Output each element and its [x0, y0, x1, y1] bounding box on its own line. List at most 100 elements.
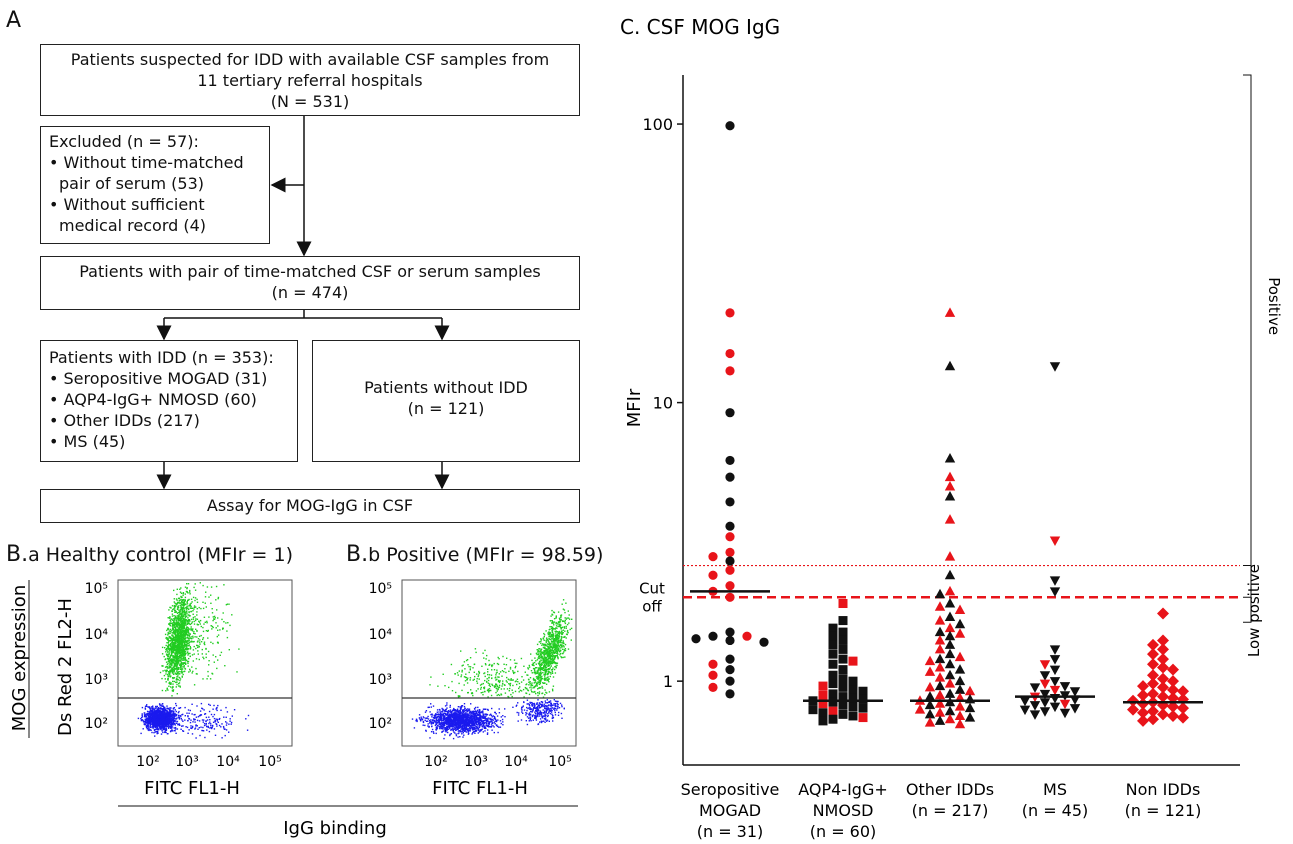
- flow-event-dot: [447, 711, 449, 713]
- flow-event-dot: [182, 617, 185, 620]
- flow-event-dot: [450, 733, 452, 735]
- flow-event-dot: [182, 592, 184, 595]
- flow-event-dot: [158, 711, 160, 714]
- flow-event-dot: [196, 644, 198, 647]
- flow-event-dot: [194, 728, 196, 730]
- flow-event-dot: [196, 618, 199, 620]
- flow-event-dot: [447, 716, 449, 718]
- flow-event-dot: [140, 719, 143, 722]
- flow-event-dot: [187, 715, 189, 718]
- flow-event-dot: [424, 711, 427, 713]
- flow-event-dot: [174, 668, 176, 670]
- flow-event-dot: [491, 722, 493, 724]
- flow-event-dot: [173, 618, 175, 620]
- flow-event-dot: [482, 716, 484, 718]
- flow-event-dot: [177, 607, 179, 609]
- flow-event-dot: [425, 720, 428, 722]
- flow-event-dot: [436, 713, 438, 716]
- flow-event-dot: [195, 724, 197, 726]
- flow-event-dot: [159, 715, 161, 717]
- flow-event-dot: [176, 650, 179, 653]
- flow-event-dot: [545, 656, 548, 659]
- flow-event-dot: [186, 647, 188, 649]
- flow-event-dot: [181, 675, 183, 677]
- flow-event-dot: [458, 716, 460, 718]
- flow-event-dot: [162, 725, 165, 727]
- flow-event-dot: [181, 610, 184, 612]
- flow-event-dot: [468, 718, 470, 721]
- flow-event-dot: [479, 719, 481, 722]
- flow-event-dot: [182, 627, 185, 629]
- flow-event-dot: [171, 649, 173, 652]
- flow-event-dot: [187, 648, 190, 650]
- flow-event-dot: [449, 710, 451, 712]
- flow-event-dot: [181, 623, 184, 626]
- flow-event-dot: [457, 726, 459, 728]
- flow-event-dot: [168, 685, 170, 687]
- flow-event-dot: [193, 719, 195, 721]
- flow-event-dot: [453, 713, 455, 716]
- flow-event-dot: [502, 715, 504, 717]
- flow-event-dot: [471, 718, 473, 720]
- flow-event-dot: [441, 720, 443, 722]
- flow-event-dot: [432, 705, 435, 707]
- flow-event-dot: [477, 719, 480, 721]
- flow-event-dot: [477, 728, 479, 730]
- flow-event-dot: [177, 675, 179, 677]
- flow-event-dot: [459, 727, 461, 729]
- flow-event-dot: [448, 721, 451, 723]
- flow-event-dot: [188, 637, 190, 639]
- flow-event-dot: [191, 641, 193, 643]
- flow-event-dot: [193, 718, 195, 720]
- flow-event-dot: [176, 647, 178, 650]
- flow-event-dot: [186, 640, 188, 642]
- flow-event-dot: [552, 611, 555, 613]
- flow-event-dot: [170, 666, 172, 669]
- flow-event-dot: [176, 657, 179, 660]
- flow-event-dot: [154, 712, 156, 714]
- flow-event-dot: [195, 716, 198, 718]
- flow-event-dot: [144, 722, 146, 724]
- flow-event-dot: [179, 646, 181, 648]
- flow-event-dot: [145, 714, 147, 716]
- flow-event-dot: [460, 712, 462, 715]
- flow-event-dot: [497, 725, 499, 728]
- flow-event-dot: [179, 634, 182, 637]
- flow-event-dot: [150, 714, 152, 716]
- flow-event-dot: [170, 620, 172, 622]
- flow-event-dot: [444, 710, 446, 713]
- flow-event-dot: [181, 668, 184, 670]
- flow-event-dot: [185, 627, 188, 630]
- flow-event-dot: [182, 604, 184, 606]
- y-axis-outer-label: MOG expression: [9, 585, 30, 731]
- flow-event-dot: [209, 719, 211, 721]
- flow-event-dot: [460, 729, 462, 731]
- flow-event-dot: [178, 647, 180, 650]
- flow-event-dot: [181, 640, 183, 643]
- flow-event-dot: [445, 720, 447, 722]
- flow-event-dot: [472, 726, 474, 729]
- flow-event-dot: [181, 653, 183, 656]
- flow-event-dot: [178, 656, 181, 658]
- flow-event-dot: [467, 725, 470, 727]
- flow-event-dot: [152, 714, 154, 716]
- flow-event-dot: [178, 636, 181, 638]
- flow-event-dot: [453, 708, 455, 710]
- flow-event-dot: [172, 686, 174, 689]
- flow-event-dot: [179, 588, 181, 590]
- flow-event-dot: [149, 717, 151, 719]
- flow-event-dot: [416, 719, 418, 721]
- flow-event-dot: [472, 716, 475, 718]
- flow-event-dot: [182, 627, 184, 629]
- flow-event-dot: [456, 722, 458, 724]
- flow-event-dot: [171, 622, 173, 625]
- flow-event-dot: [177, 635, 179, 637]
- flow-event-dot: [476, 717, 478, 719]
- flow-event-dot: [168, 617, 171, 619]
- flow-event-dot: [194, 636, 196, 638]
- flow-event-dot: [167, 645, 169, 647]
- flow-event-dot: [151, 718, 154, 721]
- flow-event-dot: [543, 634, 546, 636]
- flow-event-dot: [208, 664, 210, 666]
- flow-event-dot: [179, 673, 181, 675]
